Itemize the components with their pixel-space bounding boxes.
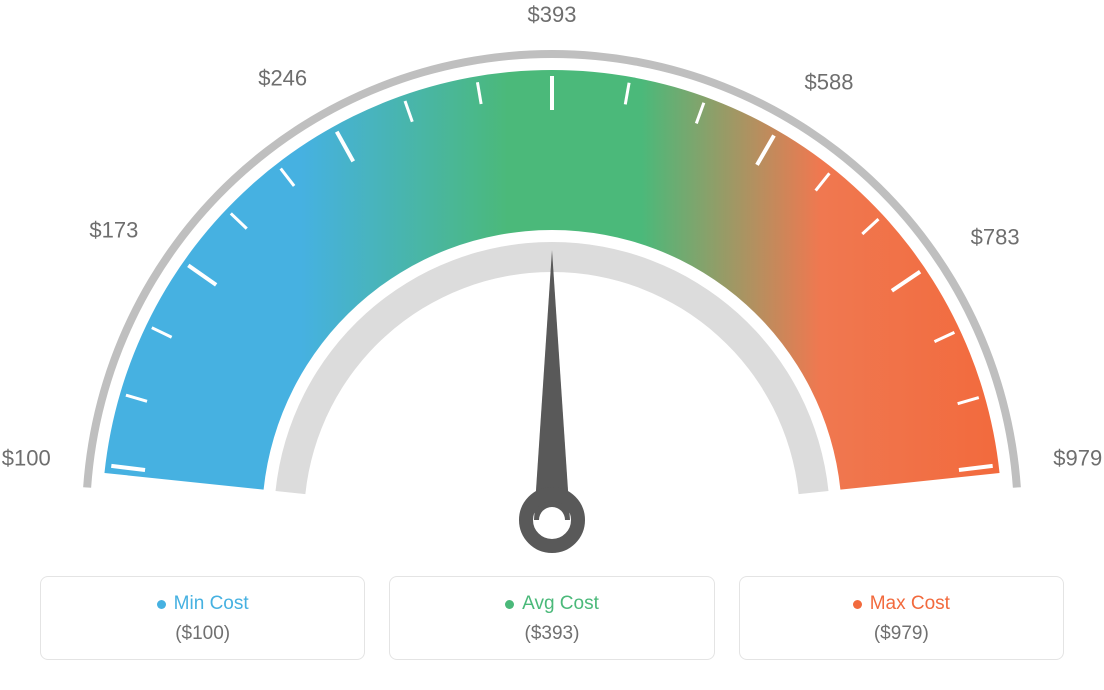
chart-wrapper: $100 $173 $246 $393 $588 $783 $979 Min Cost ($… — [0, 0, 1104, 690]
legend-label-text: Avg Cost — [522, 593, 599, 615]
gauge-chart: $100 $173 $246 $393 $588 $783 $979 — [0, 0, 1104, 560]
legend-label-text: Min Cost — [174, 593, 249, 615]
legend-value-max: ($979) — [750, 623, 1053, 645]
gauge-svg: $100 $173 $246 $393 $588 $783 $979 — [0, 0, 1104, 560]
legend-card-min: Min Cost ($100) — [40, 576, 365, 660]
legend-label-avg: Avg Cost — [505, 593, 599, 615]
legend-card-max: Max Cost ($979) — [739, 576, 1064, 660]
scale-label: $393 — [528, 2, 577, 27]
legend-row: Min Cost ($100) Avg Cost ($393) Max Cost… — [40, 576, 1064, 660]
legend-value-min: ($100) — [51, 623, 354, 645]
legend-label-min: Min Cost — [157, 593, 249, 615]
needle-hub-inner — [539, 507, 565, 533]
dot-icon — [157, 600, 166, 609]
scale-label: $783 — [971, 225, 1020, 250]
legend-value-avg: ($393) — [400, 623, 703, 645]
scale-label: $173 — [89, 217, 138, 242]
scale-label: $100 — [2, 445, 51, 470]
legend-card-avg: Avg Cost ($393) — [389, 576, 714, 660]
scale-label: $979 — [1053, 445, 1102, 470]
legend-label-text: Max Cost — [870, 593, 950, 615]
dot-icon — [853, 600, 862, 609]
scale-label: $588 — [805, 70, 854, 95]
needle — [534, 250, 570, 520]
dot-icon — [505, 600, 514, 609]
legend-label-max: Max Cost — [853, 593, 950, 615]
scale-label: $246 — [258, 65, 307, 90]
